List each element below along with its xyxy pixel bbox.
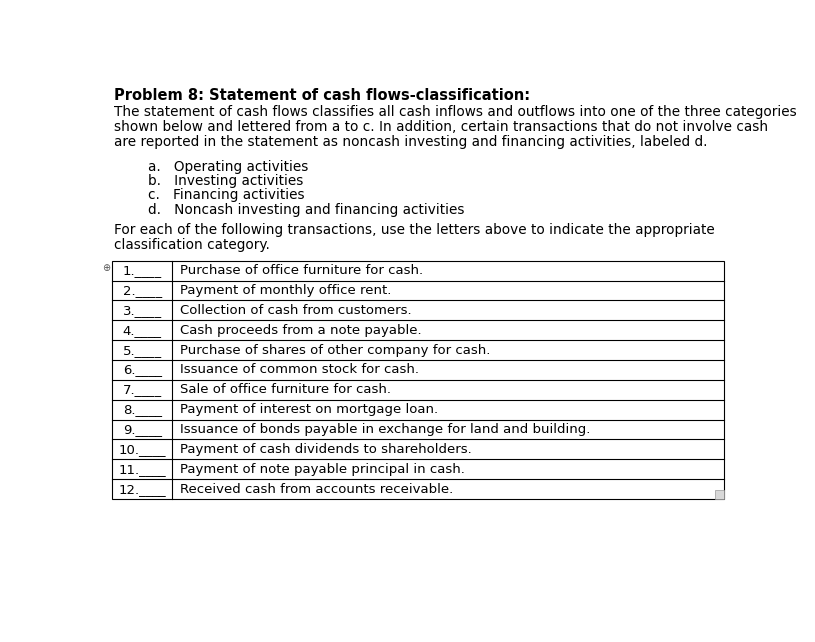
Text: 7.____: 7.____ bbox=[122, 383, 161, 396]
Text: Collection of cash from customers.: Collection of cash from customers. bbox=[180, 304, 412, 317]
Text: 8.____: 8.____ bbox=[123, 403, 161, 416]
Text: Payment of monthly office rent.: Payment of monthly office rent. bbox=[180, 284, 391, 297]
Text: Issuance of common stock for cash.: Issuance of common stock for cash. bbox=[180, 363, 419, 376]
Text: a.   Operating activities: a. Operating activities bbox=[148, 160, 309, 174]
Text: Payment of note payable principal in cash.: Payment of note payable principal in cas… bbox=[180, 463, 465, 476]
Bar bbox=[112, 261, 725, 499]
Text: Sale of office furniture for cash.: Sale of office furniture for cash. bbox=[180, 383, 391, 396]
Text: 12.____: 12.____ bbox=[118, 483, 166, 496]
Text: Purchase of shares of other company for cash.: Purchase of shares of other company for … bbox=[180, 343, 491, 356]
Text: d.   Noncash investing and financing activities: d. Noncash investing and financing activ… bbox=[148, 202, 465, 216]
Text: 9.____: 9.____ bbox=[123, 423, 161, 436]
Text: 3.____: 3.____ bbox=[122, 304, 161, 317]
Text: 11.____: 11.____ bbox=[118, 463, 166, 476]
Text: For each of the following transactions, use the letters above to indicate the ap: For each of the following transactions, … bbox=[113, 223, 714, 237]
Text: 1.____: 1.____ bbox=[122, 264, 161, 277]
Text: are reported in the statement as noncash investing and financing activities, lab: are reported in the statement as noncash… bbox=[113, 135, 707, 149]
Text: c.   Financing activities: c. Financing activities bbox=[148, 188, 305, 202]
Text: Problem 8: Statement of cash flows-classification:: Problem 8: Statement of cash flows-class… bbox=[113, 88, 530, 103]
Text: 2.____: 2.____ bbox=[122, 284, 161, 297]
Text: 5.____: 5.____ bbox=[122, 343, 161, 356]
Text: b.   Investing activities: b. Investing activities bbox=[148, 174, 304, 188]
Text: Cash proceeds from a note payable.: Cash proceeds from a note payable. bbox=[180, 324, 422, 336]
Text: shown below and lettered from a to c. In addition, certain transactions that do : shown below and lettered from a to c. In… bbox=[113, 120, 768, 134]
Text: 6.____: 6.____ bbox=[123, 363, 161, 376]
Text: 10.____: 10.____ bbox=[118, 443, 166, 456]
Bar bbox=[715, 490, 725, 499]
Text: 4.____: 4.____ bbox=[123, 324, 161, 336]
Text: Payment of interest on mortgage loan.: Payment of interest on mortgage loan. bbox=[180, 403, 438, 416]
Text: The statement of cash flows classifies all cash inflows and outflows into one of: The statement of cash flows classifies a… bbox=[113, 105, 796, 119]
Text: Payment of cash dividends to shareholders.: Payment of cash dividends to shareholder… bbox=[180, 443, 472, 456]
Text: ⊕: ⊕ bbox=[102, 263, 110, 273]
Text: classification category.: classification category. bbox=[113, 238, 270, 252]
Text: Received cash from accounts receivable.: Received cash from accounts receivable. bbox=[180, 483, 453, 496]
Text: Purchase of office furniture for cash.: Purchase of office furniture for cash. bbox=[180, 264, 423, 277]
Text: Issuance of bonds payable in exchange for land and building.: Issuance of bonds payable in exchange fo… bbox=[180, 423, 591, 436]
